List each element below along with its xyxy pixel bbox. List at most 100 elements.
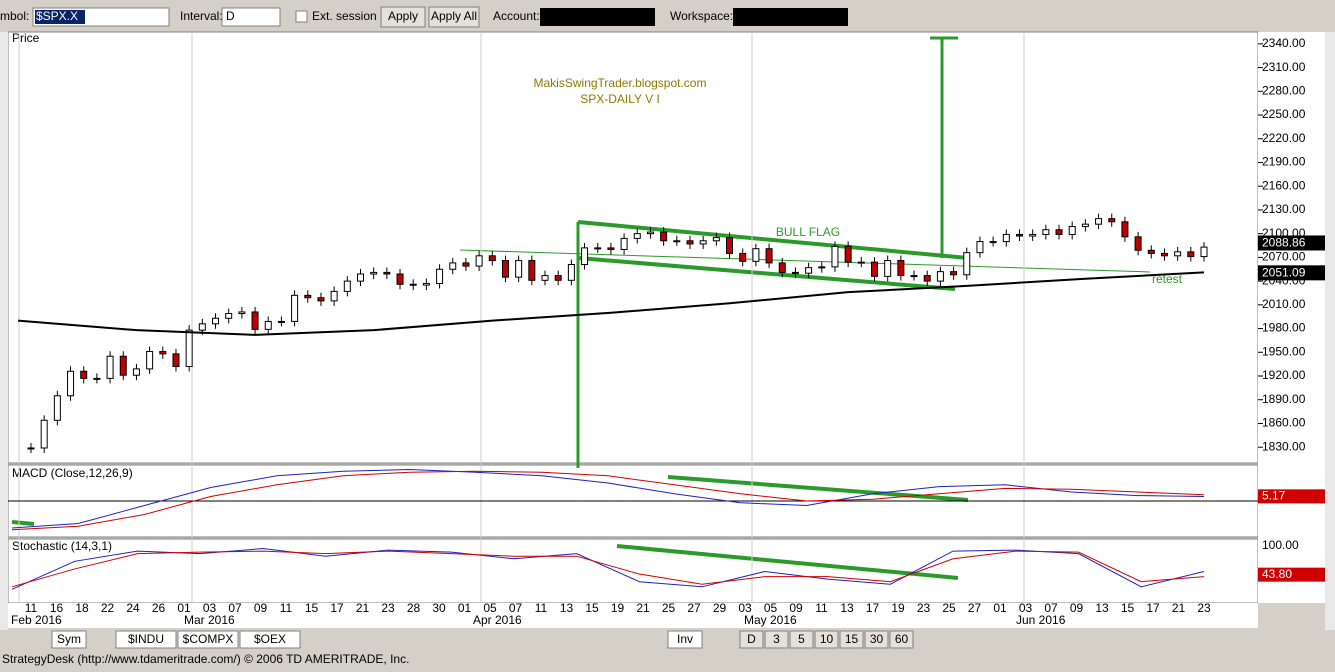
candle [963,252,971,276]
interval-box[interactable] [221,7,281,27]
candle [1187,251,1195,258]
x-tick-label: 25 [662,601,676,615]
x-tick-label: 19 [611,601,625,615]
x-tick-label: 05 [483,601,497,615]
candle [304,294,312,299]
period-label: 5 [798,632,805,646]
signal-line [11,470,1205,531]
candle [923,275,931,282]
period-button[interactable] [864,630,889,649]
y-tick-label: 2220.00 [1262,131,1306,145]
period-button[interactable] [839,630,864,649]
candle [212,317,220,325]
candle [291,294,299,322]
x-tick-label: 07 [228,601,242,615]
tab-label: $COMPX [183,632,234,646]
x-tick-label: 19 [891,601,905,615]
candle [515,260,523,278]
apply: Apply [388,9,418,23]
candle [225,313,233,319]
period-label: D [747,632,756,646]
tab[interactable] [51,630,87,649]
y-tick-label: 2340.00 [1262,36,1306,50]
candle [1095,218,1103,225]
tab-label: $OEX [254,632,286,646]
candle [462,262,470,267]
candle [146,350,154,370]
candle [238,311,246,315]
workspace-box[interactable] [733,8,848,26]
axis-area [1258,32,1325,603]
drawings [11,36,1151,580]
sidebar [0,32,8,632]
candle [1068,226,1076,235]
x-tick-label: 27 [687,601,701,615]
account-box[interactable] [540,8,655,26]
x-tick-label: 21 [636,601,650,615]
candle [712,237,720,242]
x-tick-label: 13 [840,601,854,615]
candle [330,290,338,302]
apply-all: Apply All [431,9,477,23]
tab-label: $INDU [128,632,164,646]
period-button[interactable] [789,630,814,649]
d-line [11,550,1205,588]
candle [607,247,615,250]
candle [67,370,75,397]
candle [884,260,892,277]
candle [1081,223,1089,228]
candle [1121,221,1129,238]
macd-line [11,468,1205,529]
value-box [1258,489,1325,504]
x-tick-label: 21 [356,601,370,615]
candle [567,264,575,281]
x-tick-label: 27 [968,601,982,615]
candle [897,260,905,277]
period-button[interactable] [889,630,914,649]
k-line [11,548,1205,590]
candle [831,245,839,268]
x-tick-label: 17 [866,601,880,615]
x-tick-label: 07 [1044,601,1058,615]
candle [910,275,918,278]
period-button[interactable] [764,630,789,649]
x-tick-label: 11 [25,601,38,615]
candle [686,240,694,245]
button[interactable] [428,6,480,28]
x-tick-label: 26 [152,601,166,615]
label: Ext. session [312,9,377,23]
candle [1134,236,1142,251]
candle [936,271,944,282]
x-tick-label: 07 [509,601,523,615]
y-tick-label: 1950.00 [1262,344,1306,358]
x-tick-label: 15 [1121,601,1135,615]
candle [1174,251,1182,257]
button[interactable] [380,6,426,28]
candle [370,271,378,275]
checkbox[interactable] [295,10,308,23]
y-tick-label: 2130.00 [1262,202,1306,216]
symbol: $SPX.X [36,9,78,23]
price-box [1258,265,1325,281]
tab[interactable] [115,630,177,649]
x-tick-label: 22 [101,601,115,615]
candle [40,419,48,449]
candle [106,355,114,379]
tab[interactable] [667,630,703,649]
period-button[interactable] [814,630,839,649]
candle [778,262,786,273]
candle [1147,249,1155,254]
candle [488,255,496,262]
y-tick-label: 2250.00 [1262,107,1306,121]
price-panel [7,31,1259,464]
period-button[interactable] [739,630,764,649]
month-label: Feb 2016 [11,613,62,627]
x-tick-label: 13 [1095,601,1109,615]
candle [1200,246,1208,258]
tab[interactable] [177,630,239,649]
candle [383,271,391,275]
x-tick-label: 16 [50,601,64,615]
candle [185,329,193,368]
tab[interactable] [239,630,301,649]
